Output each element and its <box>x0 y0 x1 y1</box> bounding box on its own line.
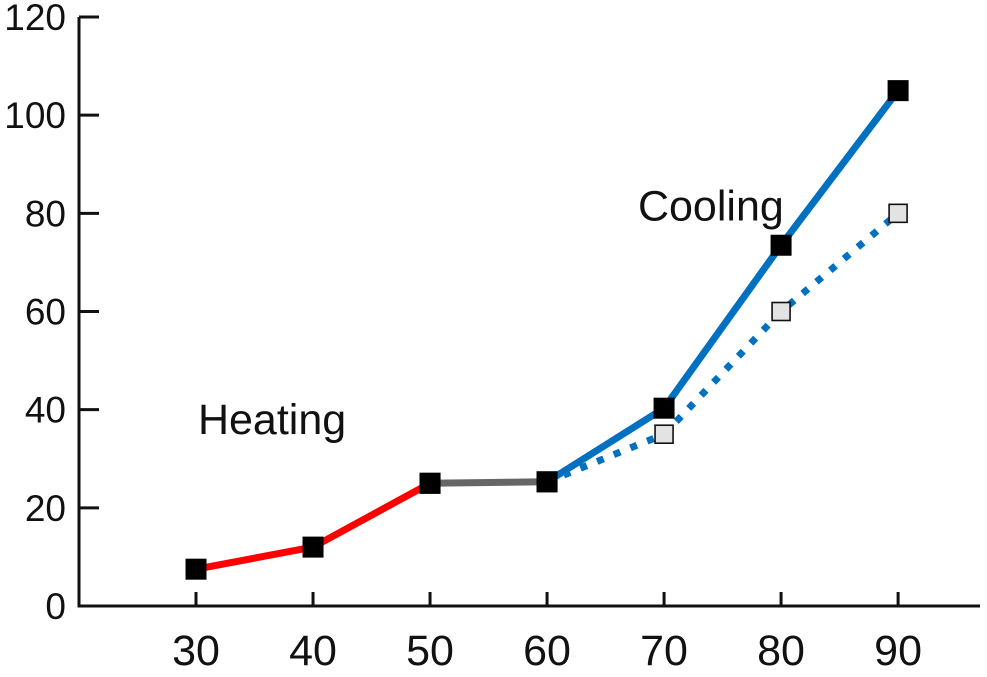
y-tick-label: 60 <box>25 292 66 333</box>
data-point-filled <box>419 472 441 494</box>
annotation-label: Heating <box>198 396 346 444</box>
data-point-filled <box>536 471 558 493</box>
series-line-2 <box>545 88 901 485</box>
y-tick-label: 80 <box>25 193 66 234</box>
y-tick-label: 120 <box>4 0 66 38</box>
annotation-label: Cooling <box>638 183 784 231</box>
x-tick-label: 30 <box>172 627 220 672</box>
data-point-filled <box>653 397 675 419</box>
x-tick-label: 80 <box>757 627 805 672</box>
data-point-filled <box>185 558 207 580</box>
x-tick-label: 60 <box>523 627 571 672</box>
x-tick-label: 40 <box>289 627 337 672</box>
data-point-filled <box>770 234 792 256</box>
marker-layer <box>185 80 909 580</box>
series-line-3 <box>545 210 901 486</box>
x-tick-label: 90 <box>874 627 922 672</box>
y-tick-label: 100 <box>4 95 66 136</box>
data-point-open <box>888 203 908 224</box>
y-tick-label: 20 <box>25 488 66 529</box>
data-point-filled <box>887 80 909 102</box>
data-point-filled <box>302 536 324 558</box>
axes: 0 20 40 60 80 100 120 30 40 50 60 70 80 90 <box>4 0 980 675</box>
series-line-1 <box>429 478 548 487</box>
x-tick-label: 50 <box>406 627 454 672</box>
data-point-open <box>771 301 791 322</box>
x-tick-label: 70 <box>640 627 688 672</box>
data-point-open <box>654 424 674 445</box>
annotation-layer: Heating Cooling <box>198 183 784 445</box>
y-tick-label: 0 <box>45 586 66 627</box>
y-tick-label: 40 <box>25 390 66 431</box>
series-layer <box>195 88 901 573</box>
